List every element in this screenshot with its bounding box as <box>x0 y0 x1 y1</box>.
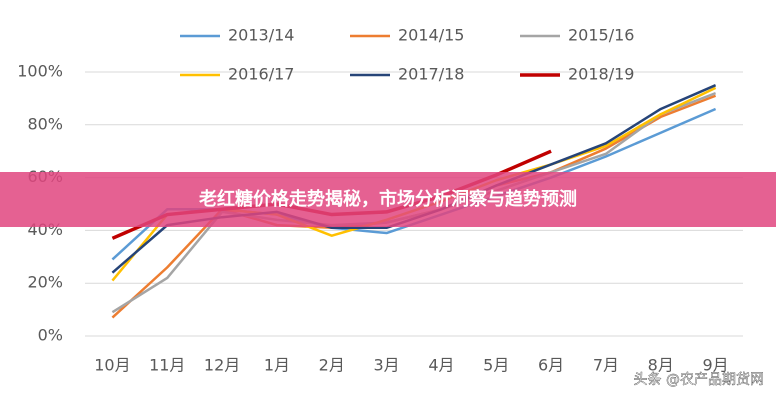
x-tick-label: 1月 <box>264 356 290 375</box>
x-tick-label: 3月 <box>373 356 399 375</box>
y-tick-label: 0% <box>38 326 63 345</box>
legend-label: 2015/16 <box>568 26 634 45</box>
legend-label: 2014/15 <box>398 26 464 45</box>
watermark: 头条 @农产品期货网 <box>634 371 764 388</box>
y-tick-label: 20% <box>27 273 63 292</box>
y-tick-label: 100% <box>17 62 63 81</box>
x-tick-label: 7月 <box>593 356 619 375</box>
legend-label: 2013/14 <box>228 26 294 45</box>
y-tick-label: 80% <box>27 114 63 133</box>
legend-label: 2018/19 <box>568 65 634 84</box>
legend-label: 2016/17 <box>228 65 294 84</box>
x-tick-label: 8月 <box>648 356 674 375</box>
x-tick-label: 12月 <box>204 356 240 375</box>
title-banner <box>0 172 776 227</box>
legend-label: 2017/18 <box>398 65 464 84</box>
chart-title: 老红糖价格走势揭秘，市场分析洞察与趋势预测 <box>199 188 577 210</box>
x-tick-label: 10月 <box>94 356 130 375</box>
x-tick-label: 2月 <box>319 356 345 375</box>
x-tick-label: 6月 <box>538 356 564 375</box>
x-tick-label: 9月 <box>702 356 728 375</box>
x-tick-label: 5月 <box>483 356 509 375</box>
x-tick-label: 11月 <box>149 356 185 375</box>
x-tick-label: 4月 <box>428 356 454 375</box>
